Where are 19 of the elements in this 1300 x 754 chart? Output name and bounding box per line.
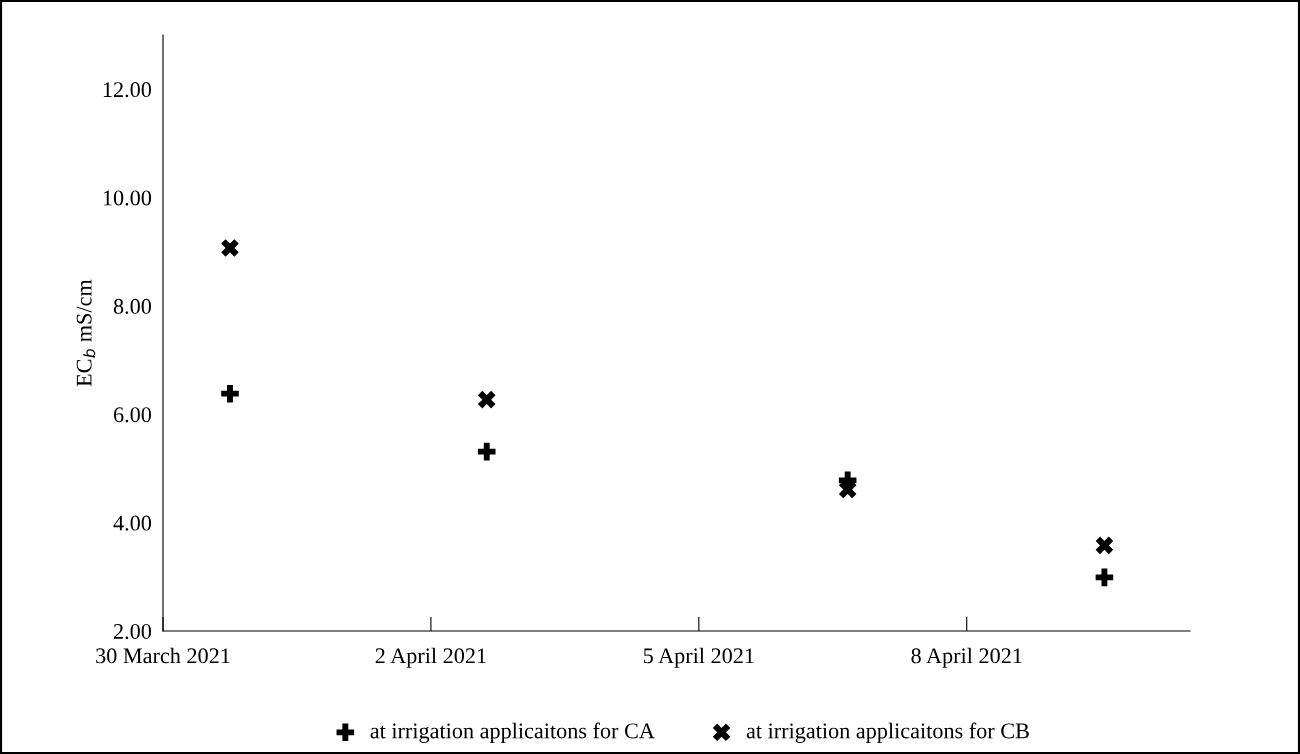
- legend-label: at irrigation applicaitons for CB: [746, 722, 1029, 743]
- y-tick-label: 10.00: [103, 190, 152, 206]
- y-axis-title: EC$_{b}$ mS/cm: [76, 279, 96, 387]
- x-tick-label: 8 April 2021: [911, 647, 1022, 668]
- y-tick-label: 6.00: [113, 407, 152, 423]
- point: [1095, 568, 1114, 587]
- point: [477, 390, 496, 409]
- y-tick-label: 4.00: [113, 515, 152, 531]
- point: [221, 384, 239, 403]
- y-tick-label: 8.00: [113, 298, 152, 314]
- x-tick-label: 5 April 2021: [643, 647, 754, 668]
- y-tick-label: 12.00: [103, 82, 152, 98]
- point: [477, 442, 496, 461]
- point: [221, 239, 239, 257]
- point: [1095, 536, 1114, 555]
- y-tick-label: 2.00: [113, 623, 152, 640]
- x-tick-label: 2 April 2021: [375, 647, 486, 668]
- legend-label: at irrigation applicaitons for CA: [370, 722, 655, 743]
- x-tick-label: 30 March 2021: [96, 647, 230, 664]
